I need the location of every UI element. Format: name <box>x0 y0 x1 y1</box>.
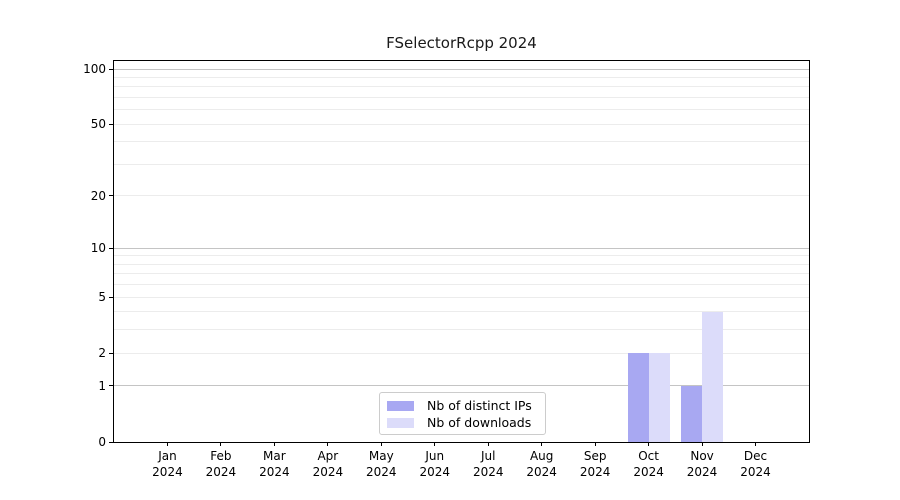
major-gridline <box>114 385 809 387</box>
major-gridline <box>114 247 809 249</box>
y-axis-tick <box>109 385 113 387</box>
minor-gridline <box>114 352 809 354</box>
x-axis-tick <box>594 442 596 446</box>
x-axis-tick <box>273 442 275 446</box>
x-axis-tick <box>434 442 436 446</box>
y-axis-tick-label: 0 <box>98 435 106 449</box>
bar-distinct-ips <box>627 353 649 442</box>
x-axis-tick <box>755 442 757 446</box>
minor-gridline <box>114 273 809 275</box>
chart-title: FSelectorRcpp 2024 <box>386 34 537 52</box>
y-axis-tick <box>109 441 113 443</box>
x-axis-tick <box>648 442 650 446</box>
x-axis-tick-label: Nov 2024 <box>686 449 718 479</box>
y-axis-tick-label: 20 <box>90 188 106 203</box>
legend-label-distinct-ips: Nb of distinct IPs <box>427 398 532 413</box>
x-axis-tick <box>541 442 543 446</box>
bar-downloads <box>648 353 670 442</box>
minor-gridline <box>114 163 809 165</box>
minor-gridline <box>114 255 809 257</box>
minor-gridline <box>114 329 809 331</box>
x-axis-tick-label: Sep 2024 <box>579 449 611 479</box>
y-axis-tick <box>109 247 113 249</box>
bar-downloads <box>702 311 724 442</box>
x-axis-tick-label: Jan 2024 <box>152 449 183 479</box>
y-axis-tick-label: 1 <box>98 378 106 393</box>
x-axis-tick-label: Jul 2024 <box>472 449 504 479</box>
x-axis-tick-label: Mar 2024 <box>259 449 290 479</box>
legend-label-downloads: Nb of downloads <box>427 415 532 430</box>
x-axis-tick-label: May 2024 <box>366 449 397 479</box>
legend-swatch-downloads <box>387 417 414 428</box>
x-axis-tick <box>327 442 329 446</box>
y-axis-tick-label: 10 <box>90 241 106 256</box>
minor-gridline <box>114 76 809 78</box>
minor-gridline <box>114 141 809 143</box>
minor-gridline <box>114 96 809 98</box>
minor-gridline <box>114 296 809 298</box>
x-axis-tick <box>487 442 489 446</box>
minor-gridline <box>114 195 809 197</box>
y-axis-tick <box>109 123 113 125</box>
plot-area: Nb of distinct IPs Nb of downloads 0 1 2 5 1… <box>83 60 810 479</box>
x-axis-tick-label: Feb 2024 <box>205 449 237 479</box>
minor-gridline <box>114 109 809 111</box>
y-axis-tick <box>109 296 113 298</box>
major-gridline <box>114 68 809 70</box>
y-axis-tick-label: 100 <box>83 62 106 77</box>
x-axis-tick <box>166 442 168 446</box>
y-axis-tick <box>109 195 113 197</box>
x-axis-tick-label: Dec 2024 <box>740 449 771 479</box>
chart-legend: Nb of distinct IPs Nb of downloads <box>379 392 546 435</box>
x-axis-tick <box>380 442 382 446</box>
legend-entry-downloads: Nb of downloads <box>387 414 537 431</box>
minor-gridline <box>114 284 809 286</box>
y-axis-tick-label: 2 <box>98 346 106 361</box>
x-axis-tick <box>701 442 703 446</box>
x-axis-tick <box>220 442 222 446</box>
bar-distinct-ips <box>681 385 703 442</box>
legend-entry-distinct-ips: Nb of distinct IPs <box>387 397 537 414</box>
minor-gridline <box>114 311 809 313</box>
y-axis-tick-label: 50 <box>90 117 106 132</box>
x-axis-tick-label: Apr 2024 <box>312 449 344 479</box>
minor-gridline <box>114 123 809 125</box>
legend-swatch-distinct-ips <box>387 400 414 411</box>
x-axis-tick-label: Jun 2024 <box>419 449 451 479</box>
y-axis-tick <box>109 68 113 70</box>
x-axis-tick-label: Oct 2024 <box>633 449 664 479</box>
minor-gridline <box>114 86 809 88</box>
y-axis-tick-label: 5 <box>98 290 106 305</box>
y-axis-tick <box>109 352 113 354</box>
minor-gridline <box>114 263 809 265</box>
x-axis-tick-label: Aug 2024 <box>526 449 557 479</box>
